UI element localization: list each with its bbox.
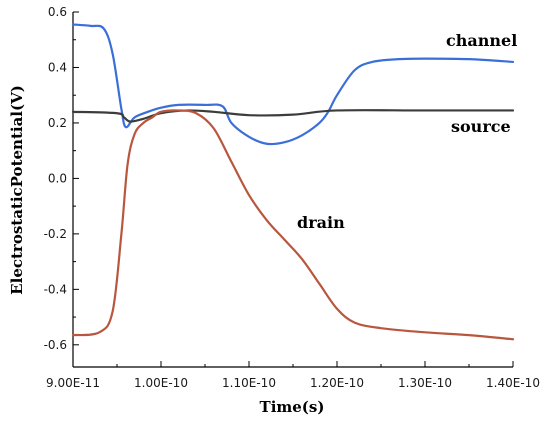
x-axis-title: Time(s) <box>260 398 325 416</box>
x-tick-label: 1.40E-10 <box>486 376 540 390</box>
x-tick-label: 9.00E-11 <box>46 376 100 390</box>
y-tick-labels: -0.6 -0.4 -0.2 0.0 0.2 0.4 0.6 <box>44 5 67 352</box>
series-lines <box>71 23 515 341</box>
x-tick-label: 1.00E-10 <box>134 376 188 390</box>
x-tick-label: 1.20E-10 <box>310 376 364 390</box>
y-tick-label: -0.2 <box>44 227 67 241</box>
y-tick-label: 0.6 <box>48 5 67 19</box>
y-tick-label: 0.0 <box>48 171 67 185</box>
series-line-channel <box>71 23 515 146</box>
channel-label: channel <box>446 31 517 50</box>
axes <box>72 12 513 368</box>
tick-marks <box>72 11 514 367</box>
source-label: source <box>451 117 511 136</box>
x-tick-label: 1.30E-10 <box>398 376 452 390</box>
drain-label: drain <box>297 213 345 232</box>
x-tick-label: 1.10E-10 <box>222 376 276 390</box>
y-tick-label: 0.4 <box>48 60 67 74</box>
x-tick-labels: 9.00E-11 1.00E-10 1.10E-10 1.20E-10 1.30E-10… <box>46 376 540 390</box>
y-tick-label: 0.2 <box>48 116 67 130</box>
y-axis-title: ElectrostaticPotential(V) <box>8 85 26 295</box>
y-tick-label: -0.6 <box>44 338 67 352</box>
y-tick-label: -0.4 <box>44 282 67 296</box>
series-line-drain <box>71 109 515 341</box>
